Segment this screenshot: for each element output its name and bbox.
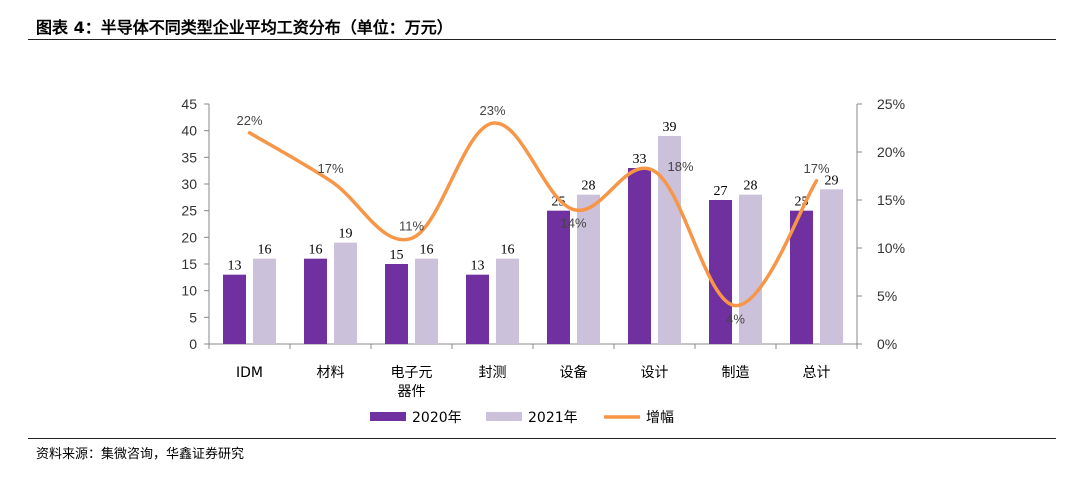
page-title: 图表 4：半导体不同类型企业平均工资分布（单位：万元） [36,18,453,37]
bar-value-label: 13 [228,259,242,274]
growth-value-label: 17% [803,161,829,176]
bar-series-group [223,136,843,344]
bar [709,200,732,344]
legend: 2020年 2021年 增幅 [370,410,674,426]
y-tick-label: 40 [181,123,197,139]
category-label: 器件 [398,384,426,400]
bar-value-label: 27 [714,184,728,199]
bar [223,274,246,344]
category-label: 总计 [803,365,831,381]
y2-tick-label: 5% [877,288,897,304]
category-label: 设备 [560,364,588,381]
bar [334,242,357,344]
bar [385,264,408,344]
legend-swatch-2021 [486,412,522,421]
legend-label: 2020年 [412,410,462,426]
chart-axes: 0 5 10 15 20 25 30 35 40 45 0% 5% 10% 15% 20% 25% [181,96,905,352]
y-tick-label: 5 [189,309,197,325]
bar [628,168,651,344]
y-tick-label: 0 [189,336,197,352]
bar [577,194,600,344]
growth-value-label: 18% [667,159,693,174]
legend-label: 2021年 [528,410,578,426]
y-tick-label: 15 [181,256,197,272]
bar-value-label: 19 [339,227,353,242]
bar [547,210,570,344]
y-tick-label: 25 [181,203,197,219]
y-tick-label: 10 [181,283,197,299]
bar-value-label: 16 [420,243,434,258]
y-tick-label: 45 [181,96,197,112]
y2-tick-label: 25% [877,96,905,112]
growth-line [247,121,819,308]
category-label: 设计 [641,365,669,381]
bar-value-label: 33 [633,152,647,167]
bar [790,210,813,344]
bar [253,258,276,344]
bar-value-label: 13 [471,259,485,274]
bar-value-label: 15 [390,248,404,263]
category-label: 制造 [722,365,750,381]
y2-tick-label: 0% [877,336,897,352]
bar-value-label: 25 [552,195,566,210]
growth-value-label: 4% [726,312,745,327]
y2-tick-label: 10% [877,240,905,256]
bar-value-label: 16 [309,243,323,258]
growth-value-label: 11% [399,218,424,233]
bar [415,258,438,344]
bar-value-label: 29 [825,173,839,188]
bar [466,274,489,344]
y-tick-label: 35 [181,149,197,165]
bar-value-label: 28 [582,179,596,194]
category-label: 封测 [479,365,507,381]
footer-divider [28,438,1056,439]
legend-swatch-2020 [370,412,406,421]
bar-value-label: 28 [744,179,758,194]
category-label: 电子元 [391,365,433,381]
bar [304,258,327,344]
y2-tick-label: 15% [877,192,905,208]
category-label: 材料 [317,365,345,381]
y-tick-label: 20 [181,229,197,245]
legend-label: 增幅 [646,410,674,426]
y-tick-label: 30 [181,176,197,192]
bar [496,258,519,344]
y2-tick-label: 20% [877,144,905,160]
bar-value-label: 16 [501,243,515,258]
bar [820,189,843,344]
category-label: IDM [236,365,263,381]
growth-value-label: 22% [236,113,262,128]
growth-value-label: 17% [317,161,343,176]
bar [658,136,681,344]
bar-value-label: 16 [258,243,272,258]
growth-value-label: 14% [560,216,586,231]
growth-value-label: 23% [479,103,505,118]
growth-line-group: 22% 17% 11% 23% 14% 18% 4% 17% [236,103,829,326]
title-divider [28,39,1056,40]
bar-value-label: 39 [663,120,677,135]
bar [739,194,762,344]
source-note: 资料来源：集微咨询，华鑫证券研究 [36,447,245,462]
